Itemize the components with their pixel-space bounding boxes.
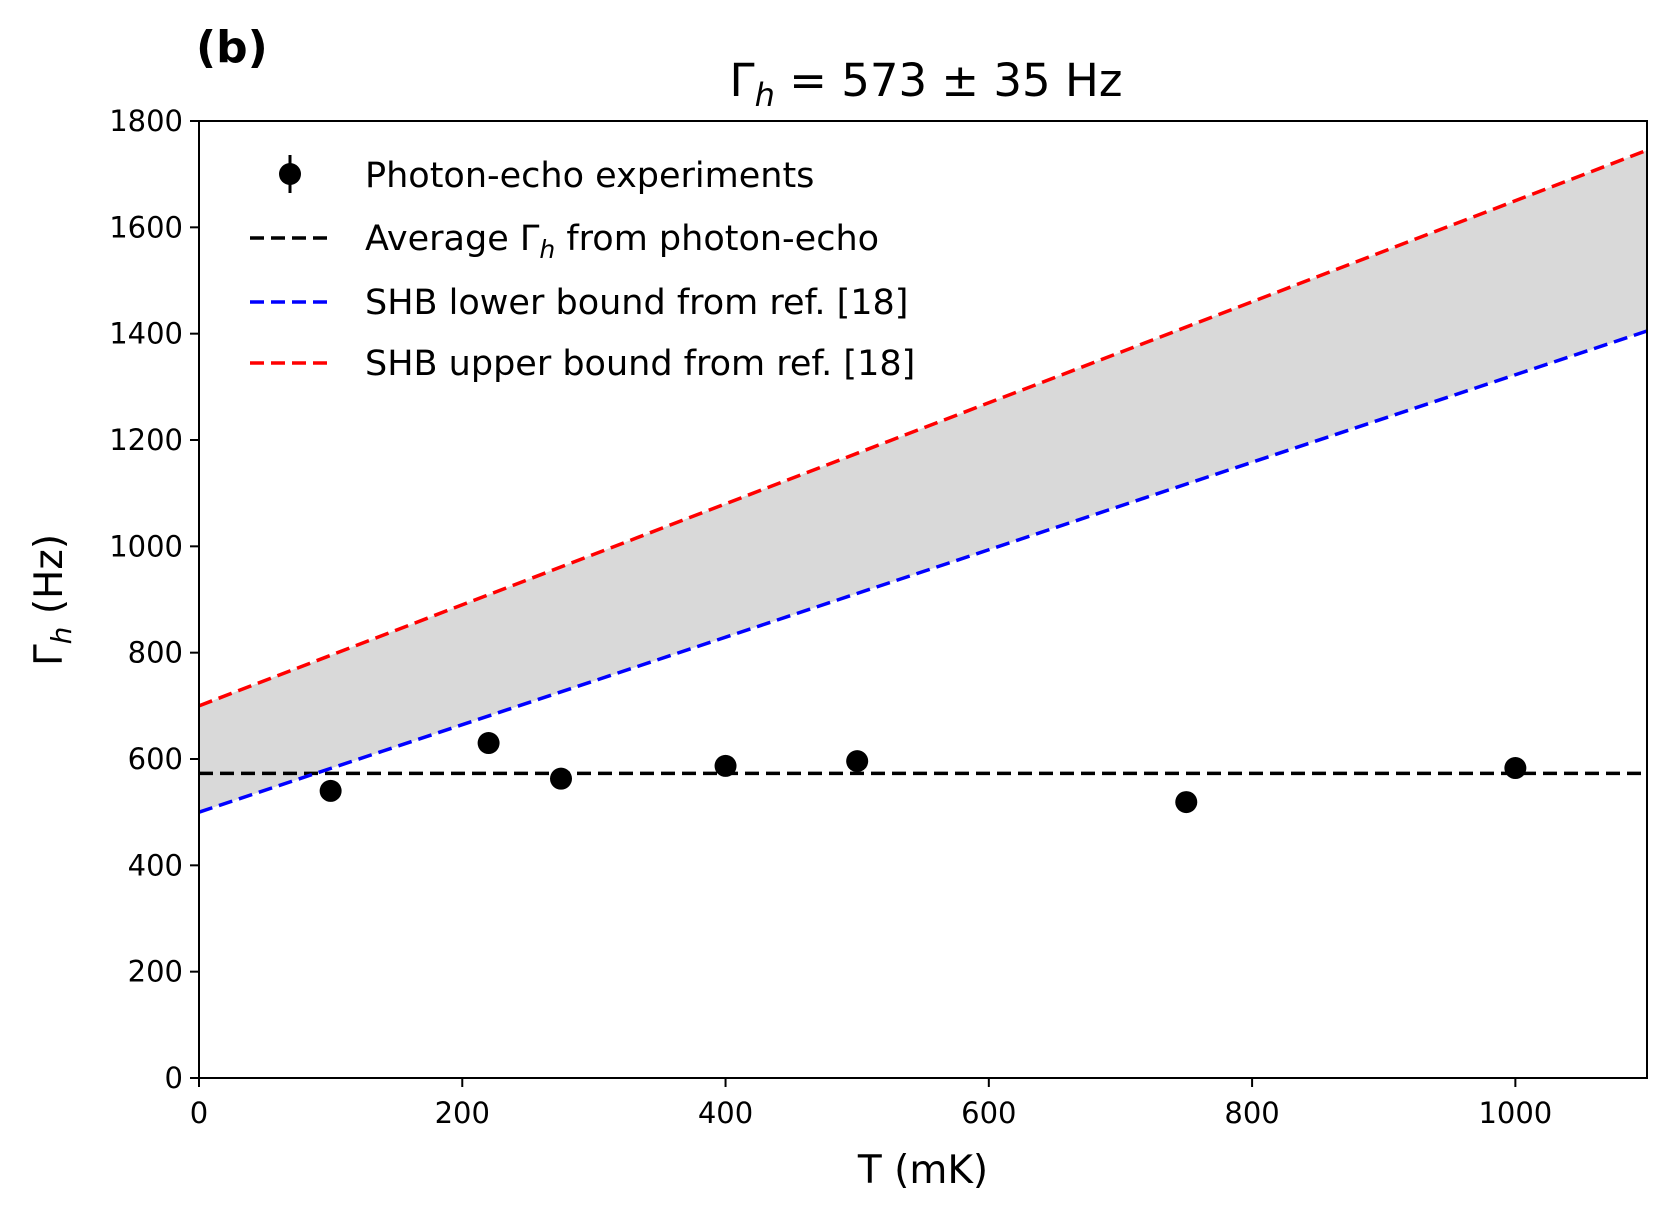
data-point xyxy=(1175,791,1198,814)
y-tick-label: 600 xyxy=(128,742,183,776)
legend-average-after: from photon-echo xyxy=(555,219,879,259)
data-point xyxy=(477,732,500,755)
y-tick-label: 1000 xyxy=(109,529,183,563)
point-layer xyxy=(319,732,1527,814)
ylabel-subscript: h xyxy=(45,627,78,645)
legend-average-subscript: h xyxy=(539,235,555,264)
title-rest: = 573 ± 35 Hz xyxy=(775,54,1123,107)
plot-frame xyxy=(198,120,1648,1079)
y-axis-label: Γh (Hz) xyxy=(27,534,78,666)
legend-average-symbol: Γ xyxy=(520,219,540,259)
x-tick-label: 800 xyxy=(1224,1096,1279,1130)
y-tick-label: 200 xyxy=(128,955,183,989)
title-symbol: Γ xyxy=(730,54,755,107)
data-point xyxy=(846,750,869,773)
line-layer xyxy=(198,148,1648,814)
legend-label-points: Photon-echo experiments xyxy=(365,156,814,196)
upper-bound-line xyxy=(198,148,1648,708)
y-tick-label: 1400 xyxy=(109,317,183,351)
data-point xyxy=(550,767,572,790)
y-axis: 0 200 400 600 800 1000 1200 1400 1600 1800 xyxy=(109,104,199,1095)
x-tick-label: 600 xyxy=(961,1096,1016,1130)
y-tick-label: 800 xyxy=(128,636,183,670)
panel-label: (b) xyxy=(196,22,268,73)
y-tick-label: 400 xyxy=(128,848,183,882)
legend-label-upper: SHB upper bound from ref. [18] xyxy=(365,344,915,384)
data-point xyxy=(714,754,737,777)
x-axis-label: T (mK) xyxy=(857,1148,988,1193)
ylabel-symbol: Γ xyxy=(27,644,72,666)
legend-label-lower: SHB lower bound from ref. [18] xyxy=(365,283,908,323)
legend-average-before: Average xyxy=(365,219,520,259)
x-tick-label: 400 xyxy=(698,1096,753,1130)
x-tick-label: 0 xyxy=(190,1096,208,1130)
y-tick-label: 0 xyxy=(165,1061,183,1095)
shaded-band xyxy=(199,150,1647,813)
y-tick-label: 1600 xyxy=(109,210,183,244)
chart-title: Γh = 573 ± 35 Hz xyxy=(730,54,1123,114)
lower-bound-line xyxy=(198,329,1648,814)
y-tick-label: 1200 xyxy=(109,423,183,457)
x-axis: 0 200 400 600 800 1000 xyxy=(190,1078,1552,1130)
x-tick-label: 200 xyxy=(435,1096,490,1130)
legend-label-average: Average Γh from photon-echo xyxy=(365,219,879,264)
legend-marker-point xyxy=(279,163,301,185)
data-point xyxy=(1504,757,1527,780)
ylabel-rest: (Hz) xyxy=(27,534,72,627)
x-tick-label: 1000 xyxy=(1478,1096,1552,1130)
title-subscript: h xyxy=(755,76,775,114)
y-tick-label: 1800 xyxy=(109,104,183,138)
band-layer xyxy=(199,150,1647,813)
data-point xyxy=(319,779,342,802)
legend: Photon-echo experiments Average Γh from … xyxy=(250,155,915,384)
